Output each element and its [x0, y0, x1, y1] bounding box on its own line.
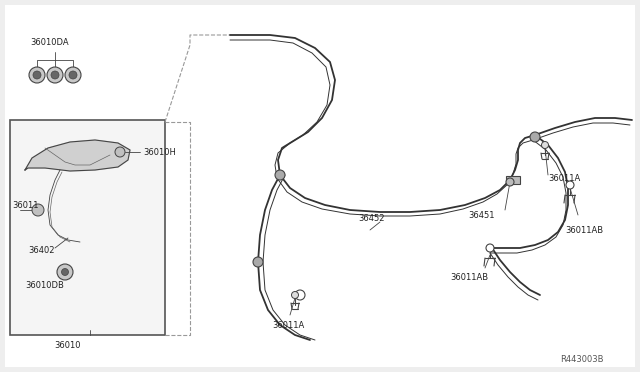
Circle shape: [65, 67, 81, 83]
Circle shape: [566, 181, 574, 189]
Circle shape: [33, 71, 41, 79]
Circle shape: [486, 244, 494, 252]
Circle shape: [530, 132, 540, 142]
Text: 36011A: 36011A: [548, 173, 580, 183]
Circle shape: [291, 292, 298, 298]
Text: 36010: 36010: [55, 340, 81, 350]
Text: R443003B: R443003B: [560, 356, 604, 365]
Text: 36011: 36011: [12, 201, 38, 209]
Text: 36011AB: 36011AB: [450, 273, 488, 282]
Circle shape: [69, 71, 77, 79]
Text: 36010H: 36010H: [143, 148, 176, 157]
Circle shape: [61, 269, 68, 276]
Circle shape: [253, 257, 263, 267]
Bar: [506, 176, 520, 184]
Polygon shape: [25, 140, 130, 171]
Circle shape: [57, 264, 73, 280]
Text: 36402: 36402: [28, 246, 54, 254]
Circle shape: [506, 178, 514, 186]
Circle shape: [295, 290, 305, 300]
Circle shape: [32, 204, 44, 216]
Text: 36011AB: 36011AB: [565, 225, 603, 234]
Circle shape: [115, 147, 125, 157]
Text: 36011A: 36011A: [272, 321, 304, 330]
Circle shape: [275, 170, 285, 180]
Text: 36451: 36451: [468, 211, 495, 219]
Circle shape: [51, 71, 59, 79]
Bar: [10, 120, 165, 335]
Text: 36452: 36452: [358, 214, 385, 222]
Circle shape: [541, 141, 548, 148]
Text: 36010DA: 36010DA: [30, 38, 68, 46]
Circle shape: [29, 67, 45, 83]
Text: 36010DB: 36010DB: [25, 280, 64, 289]
Circle shape: [47, 67, 63, 83]
